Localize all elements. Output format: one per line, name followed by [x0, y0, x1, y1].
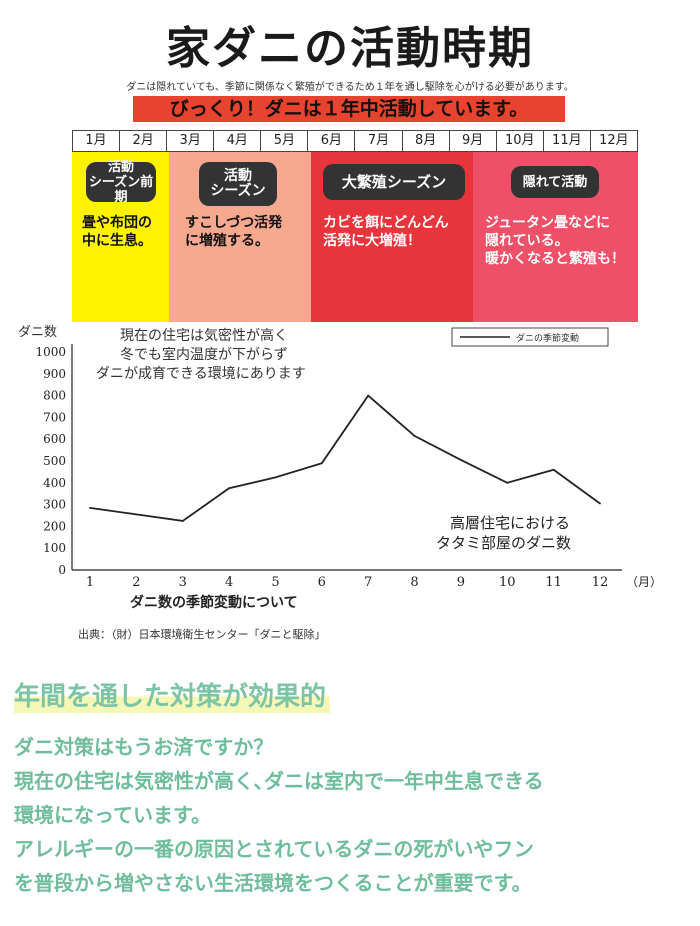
season-label-peak: 大繁殖シーズン — [323, 164, 465, 200]
season-bands: 活動 シーズン前期 畳や布団の 中に生息。 活動 シーズン すこしづつ活発 に増… — [72, 152, 638, 322]
month-cell: 3月 — [167, 131, 215, 151]
legend-entry: ダニの季節変動 — [516, 332, 579, 344]
season-desc-active: すこしづつ活発 に増殖する。 — [185, 215, 283, 249]
x-tick-label: 11 — [545, 575, 562, 590]
data-point — [367, 394, 370, 397]
data-point — [413, 435, 416, 437]
y-tick-label: 900 — [43, 367, 66, 381]
y-axis: 0 100 200 300 400 500 600 700 800 900 1000 — [35, 344, 73, 577]
month-cell: 6月 — [308, 131, 356, 151]
y-tick-label: 600 — [43, 432, 66, 446]
data-point — [506, 481, 509, 484]
season-hidden: 隠れて活動 ジュータン畳などに 隠れている。 暖かくなると繁殖も！ — [473, 152, 638, 322]
body-line: 環境になっています。 — [14, 803, 211, 827]
season-label-hidden: 隠れて活動 — [511, 166, 599, 198]
annotation-line: 現在の住宅は気密性が高く — [120, 327, 288, 344]
annotation-line: ダニが成育できる環境にあります — [96, 366, 306, 382]
x-tick-label: 12 — [592, 575, 609, 590]
data-point — [552, 468, 555, 471]
data-point — [135, 513, 138, 516]
season-desc-peak: カビを餌にどんどん 活発に大増殖！ — [323, 215, 449, 249]
season-label-active: 活動 シーズン — [199, 162, 277, 206]
data-point — [274, 476, 277, 479]
month-cell: 5月 — [261, 131, 309, 151]
annotation-line: タタミ部屋のダニ数 — [436, 534, 571, 552]
legend: ダニの季節変動 — [451, 327, 609, 347]
y-tick-label: 1000 — [35, 345, 66, 359]
x-tick-label: 8 — [410, 575, 418, 590]
data-point — [320, 462, 323, 465]
y-tick-label: 200 — [43, 519, 66, 533]
x-tick-label: 7 — [364, 575, 372, 590]
month-cell: 8月 — [403, 131, 450, 151]
data-point — [460, 459, 462, 461]
x-tick-label: 5 — [271, 575, 279, 590]
season-active: 活動 シーズン すこしづつ活発 に増殖する。 — [169, 152, 311, 322]
body-line: を普段から増やさない生活環境をつくることが重要です。 — [14, 871, 532, 895]
data-point — [181, 520, 184, 522]
season-desc-hidden: ジュータン畳などに 隠れている。 暖かくなると繁殖も！ — [485, 215, 625, 267]
y-tick-label: 100 — [43, 541, 66, 555]
month-cell: 2月 — [120, 131, 168, 151]
x-tick-label: 6 — [318, 575, 326, 590]
y-tick-label: 300 — [43, 498, 66, 512]
x-tick-label: 3 — [179, 575, 187, 590]
x-tick-label: 2 — [132, 575, 140, 590]
annotation-line: 高層住宅における — [450, 514, 570, 532]
legend-box — [451, 327, 609, 347]
month-cell: 10月 — [497, 131, 544, 151]
annotation-line: 冬でも室内温度が下がらず — [120, 346, 288, 363]
season-early: 活動 シーズン前期 畳や布団の 中に生息。 — [72, 152, 169, 322]
y-tick-label: 0 — [58, 563, 66, 577]
x-tick-label: 4 — [225, 575, 233, 590]
month-cell: 1月 — [73, 131, 121, 151]
month-cell: 12月 — [599, 133, 629, 148]
y-tick-label: 500 — [43, 454, 66, 468]
month-cell: 9月 — [450, 131, 497, 151]
series-line — [89, 394, 601, 522]
headline-banner: びっくり！ダニは１年中活動しています。 — [133, 96, 565, 122]
page-title: 家ダニの活動時期 — [166, 23, 534, 74]
x-tick-label: 10 — [499, 575, 516, 590]
data-point — [89, 506, 91, 509]
season-desc-early: 畳や布団の 中に生息。 — [82, 215, 152, 249]
body-line: 現在の住宅は気密性が高く､ダニは室内で一年中生息できる — [14, 769, 544, 793]
x-tick-label: 1 — [86, 575, 94, 590]
body-line: アレルギーの一番の原因とされているダニの死がいやフン — [14, 837, 534, 861]
body-text: ダニ対策はもうお済ですか？ 現在の住宅は気密性が高く､ダニは室内で一年中生息でき… — [14, 730, 694, 900]
month-cell: 4月 — [214, 131, 262, 151]
body-line: ダニ対策はもうお済ですか？ — [14, 735, 274, 759]
month-cell: 11月 — [544, 131, 591, 151]
series-lines — [89, 394, 601, 522]
y-tick-label: 800 — [43, 389, 66, 403]
season-label-early: 活動 シーズン前期 — [86, 160, 156, 205]
y-tick-label: 400 — [43, 476, 66, 490]
source-credit: 出典：（財）日本環境衛生センター「ダニと駆除」 — [78, 628, 326, 641]
page-subtitle: ダニは隠れていても、季節に関係なく繁殖ができるため１年を通し駆除を心がける必要が… — [126, 82, 574, 93]
x-axis-unit: （月） — [626, 575, 662, 589]
data-point — [228, 487, 230, 490]
y-tick-label: 700 — [43, 410, 66, 424]
section-heading: 年間を通した対策が効果的 — [14, 676, 331, 713]
x-axis: 1 2 3 4 5 6 7 8 9 10 11 12 — [72, 569, 622, 590]
month-cell: 7月 — [355, 131, 403, 151]
season-peak: 大繁殖シーズン カビを餌にどんどん 活発に大増殖！ — [311, 152, 473, 322]
x-axis-label: ダニ数の季節変動について — [130, 594, 298, 611]
x-tick-label: 9 — [457, 575, 465, 590]
data-point — [599, 502, 601, 505]
y-axis-label: ダニ数 — [18, 325, 57, 340]
month-header-row: 1月 2月 3月 4月 5月 6月 7月 8月 9月 10月 11月 12月 — [72, 130, 638, 152]
